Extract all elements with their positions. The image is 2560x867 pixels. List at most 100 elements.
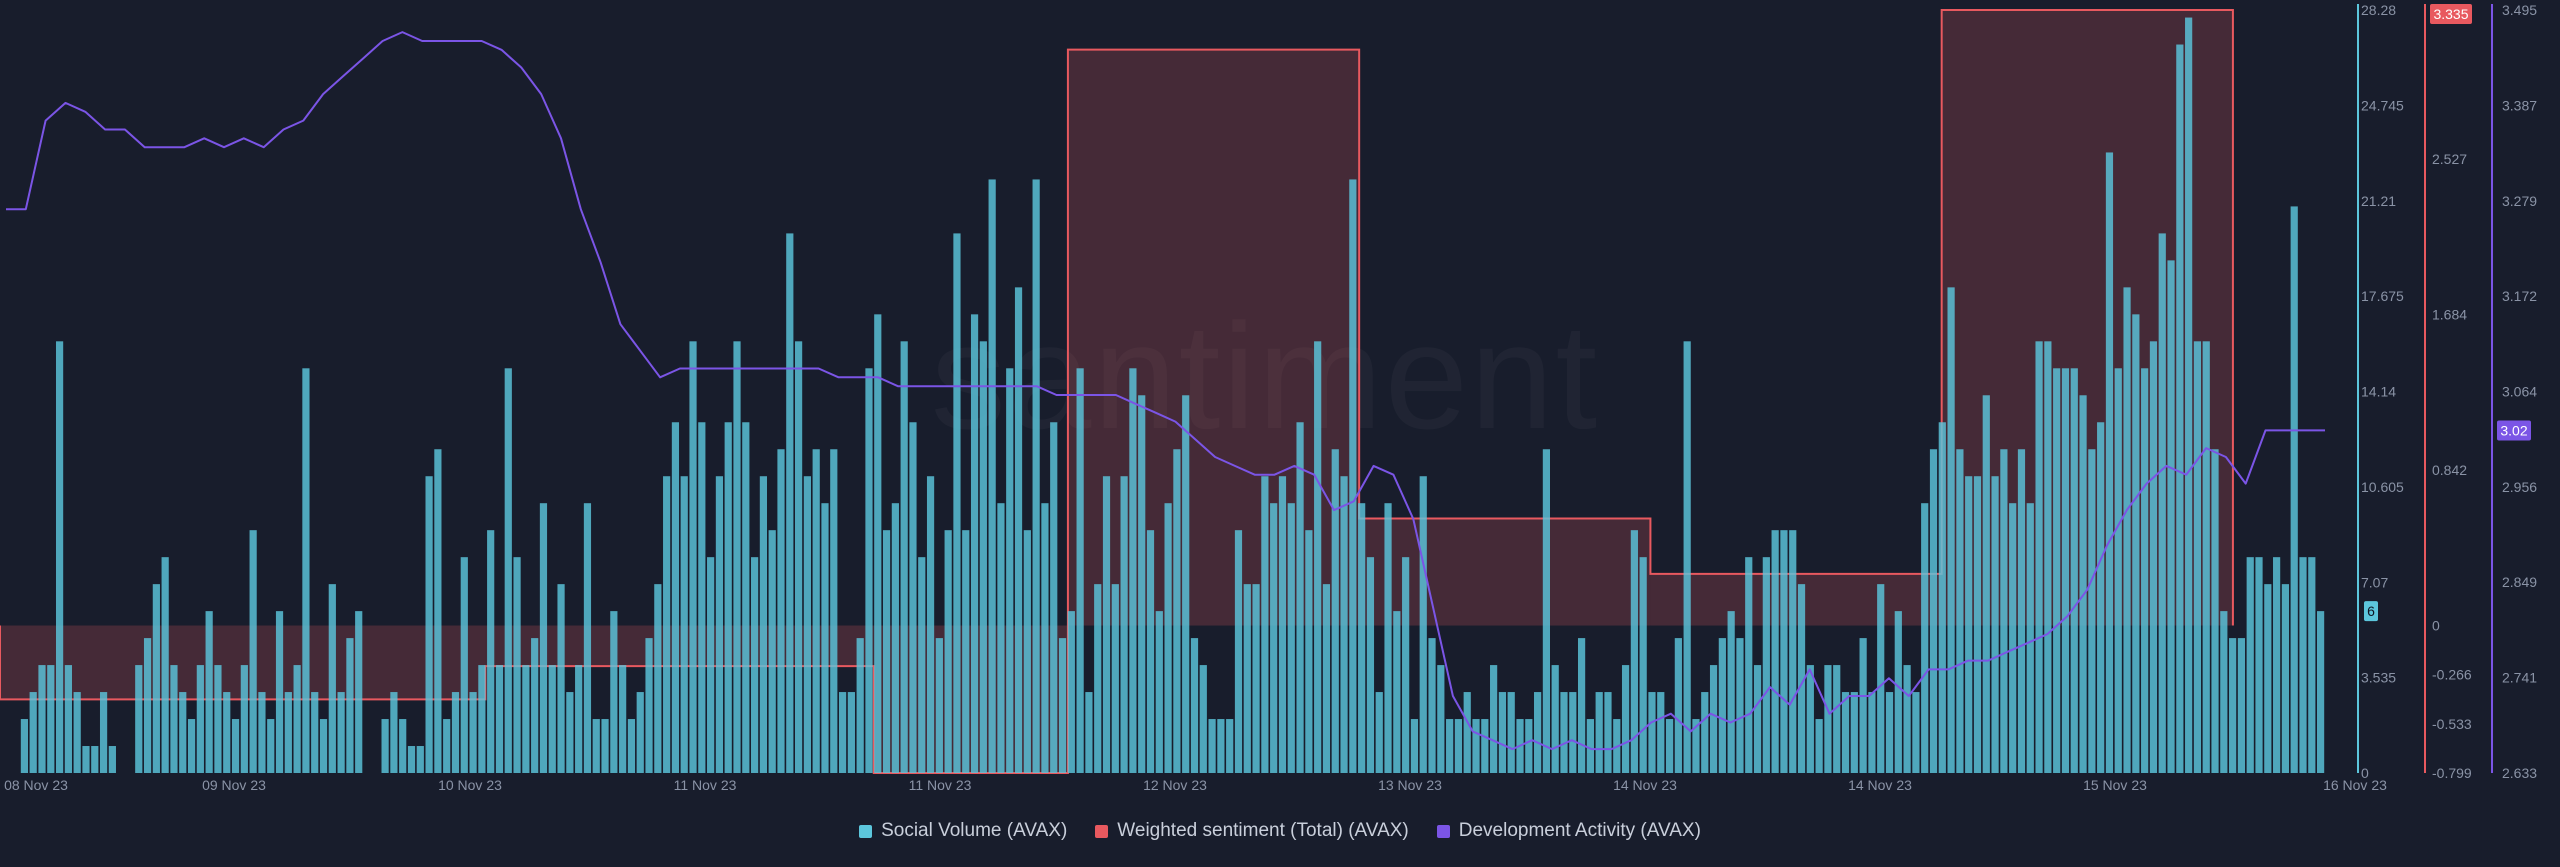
social-volume-bar [997,503,1005,773]
social-volume-bar [478,665,486,773]
social-volume-axis-tick-label: 21.21 [2361,193,2396,209]
social-volume-bar [1885,692,1894,773]
legend-item[interactable]: Development Activity (AVAX) [1436,820,1701,842]
social-volume-bar [293,665,301,773]
social-volume-bar [1657,692,1665,773]
social-volume-bar [319,719,328,773]
axes: 0 3.535 7.07 10.605 14.14 17.675 21.21 24.745 28… [2357,2,2537,781]
social-volume-bar [1701,692,1709,773]
weighted-sentiment-axis-tick-label: 0.842 [2432,462,2467,478]
social-volume-bar [249,530,257,773]
social-volume-bar [583,503,592,773]
social-volume-bar [698,422,706,773]
social-volume-axis-tick-label: 7.07 [2361,574,2388,590]
social-volume-bar [610,611,618,773]
social-volume-bar [1463,692,1471,773]
chart-canvas[interactable]: 0 3.535 7.07 10.605 14.14 17.675 21.21 24.745 28… [0,0,2560,800]
social-volume-bar [2290,206,2298,774]
social-volume-bar [1261,476,1269,773]
social-volume-bar [1718,638,1726,773]
x-tick-label: 08 Nov 23 [4,777,68,793]
social-volume-bar [1358,503,1366,773]
social-volume-bar [1234,530,1243,773]
development-activity-axis-tick-label: 2.849 [2502,574,2537,590]
social-volume-bar [786,233,794,773]
social-volume-bar [1058,638,1067,773]
social-volume-bar [1982,395,1990,773]
social-volume-bar [1190,638,1199,773]
social-volume-bar [548,665,556,773]
social-volume-bar [337,692,345,773]
social-volume-bar [1789,530,1797,773]
social-volume-bar [733,341,741,773]
social-volume-bar [1199,665,1207,773]
social-volume-bar [838,692,847,773]
weighted-sentiment-axis-tick-label: -0.266 [2432,667,2472,683]
social-volume-bar [1947,287,1955,773]
social-volume-bar [1709,665,1718,773]
social-volume-bar [663,476,671,773]
social-volume-bar [47,665,55,773]
social-volume-bar [390,692,398,773]
social-volume-bar [1577,638,1586,773]
social-volume-bar [451,692,460,773]
social-volume-bar [794,341,803,773]
social-volume-bar [2317,611,2325,773]
social-volume-bar [258,692,266,773]
social-volume-bar [1393,611,1401,773]
social-volume-bar [1410,719,1419,773]
social-volume-bar [856,638,864,773]
social-volume-bar [645,638,653,773]
social-volume-axis-tick-label: 14.14 [2361,384,2396,400]
social-volume-bar [1630,530,1638,773]
weighted-sentiment-axis-tick-label: 2.527 [2432,151,2467,167]
x-tick-label: 14 Nov 23 [1613,777,1677,793]
social-volume-bar [707,557,715,773]
social-volume-bar [2176,44,2184,773]
development-activity-axis-tick-label: 2.956 [2502,479,2537,495]
development-activity-axis-tick-label: 3.387 [2502,98,2537,114]
social-volume-bar [2193,341,2202,773]
x-tick-label: 11 Nov 23 [909,777,972,793]
social-volume-bar [2070,368,2078,773]
chart-legend: Social Volume (AVAX) Weighted sentiment (… [0,820,2560,842]
social-volume-bar [812,449,820,773]
social-volume-bar [1111,584,1119,773]
social-volume-axis-tick-label: 0 [2361,765,2369,781]
social-volume-bar [944,530,952,773]
social-volume-bar [381,719,389,773]
social-volume-bar [1692,719,1700,773]
social-volume-bar [1252,584,1260,773]
social-volume-bar [425,476,433,773]
social-volume-axis-tick-label: 10.605 [2361,479,2404,495]
social-volume-bar [680,476,688,773]
social-volume-bar [1331,449,1339,773]
social-volume-bar [671,422,680,773]
social-volume-bar [1771,530,1779,773]
social-volume-bar [566,692,574,773]
social-volume-bar [891,503,899,773]
social-volume-bar [240,665,248,773]
legend-label: Social Volume (AVAX) [881,820,1068,841]
development_activity-badge [2497,420,2531,441]
social-volume-bar [575,665,583,773]
social-volume-bar [20,719,28,773]
development-activity-axis-tick-label: 3.495 [2502,2,2537,18]
social-volume-bar [1366,557,1375,773]
legend-label: Development Activity (AVAX) [1458,820,1701,841]
social-volume-bar [469,692,477,773]
social-volume-bar [487,530,495,773]
social_volume-badge [2364,601,2378,622]
social-volume-bar [1507,692,1515,773]
social-volume-bar [1402,557,1410,773]
social-volume-bar [231,719,240,773]
social-volume-bar [724,422,732,773]
legend-item[interactable]: Weighted sentiment (Total) (AVAX) [1095,820,1409,842]
social-volume-bar [1868,692,1876,773]
legend-item[interactable]: Social Volume (AVAX) [859,820,1067,842]
social-volume-bar [1912,692,1920,773]
social-volume-bar [2009,503,2017,773]
social-volume-bar [1340,476,1348,773]
weighted_sentiment-badge [2430,4,2472,24]
social-volume-bar [1569,692,1577,773]
